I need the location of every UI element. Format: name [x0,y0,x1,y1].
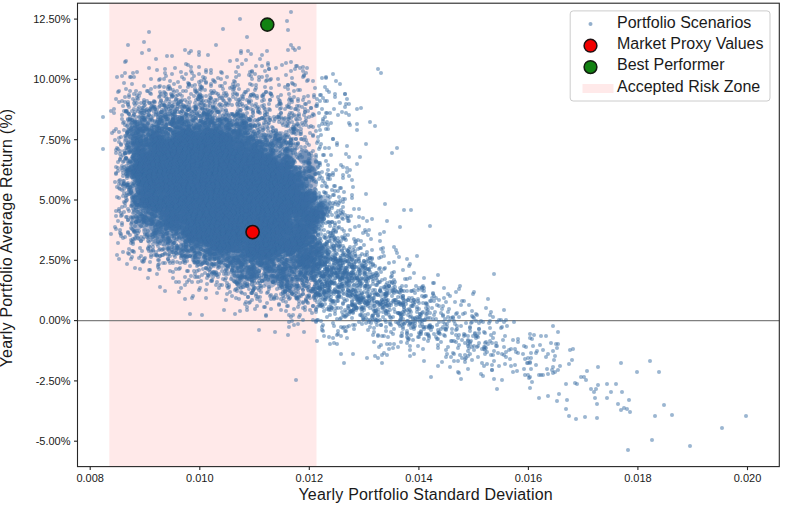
svg-text:Yearly Portfolio Standard Devi: Yearly Portfolio Standard Deviation [298,486,553,503]
svg-text:-2.50%: -2.50% [36,375,71,387]
svg-text:10.00%: 10.00% [33,73,71,85]
svg-text:12.50%: 12.50% [33,13,71,25]
svg-text:0.018: 0.018 [624,472,652,484]
svg-text:Best Performer: Best Performer [617,56,725,73]
svg-text:0.008: 0.008 [76,472,104,484]
svg-text:0.016: 0.016 [515,472,543,484]
svg-text:0.00%: 0.00% [39,314,70,326]
svg-text:7.50%: 7.50% [39,134,70,146]
svg-text:Accepted Risk Zone: Accepted Risk Zone [617,78,760,95]
svg-text:5.00%: 5.00% [39,194,70,206]
svg-text:-5.00%: -5.00% [36,435,71,447]
svg-text:0.012: 0.012 [296,472,324,484]
svg-text:Market Proxy Values: Market Proxy Values [617,35,763,52]
svg-text:0.014: 0.014 [405,472,433,484]
svg-text:0.010: 0.010 [186,472,214,484]
svg-text:0.020: 0.020 [734,472,762,484]
svg-text:2.50%: 2.50% [39,254,70,266]
svg-text:Portfolio Scenarios: Portfolio Scenarios [617,14,751,31]
svg-text:Yearly Portfolio Average Retur: Yearly Portfolio Average Return (%) [0,109,15,368]
